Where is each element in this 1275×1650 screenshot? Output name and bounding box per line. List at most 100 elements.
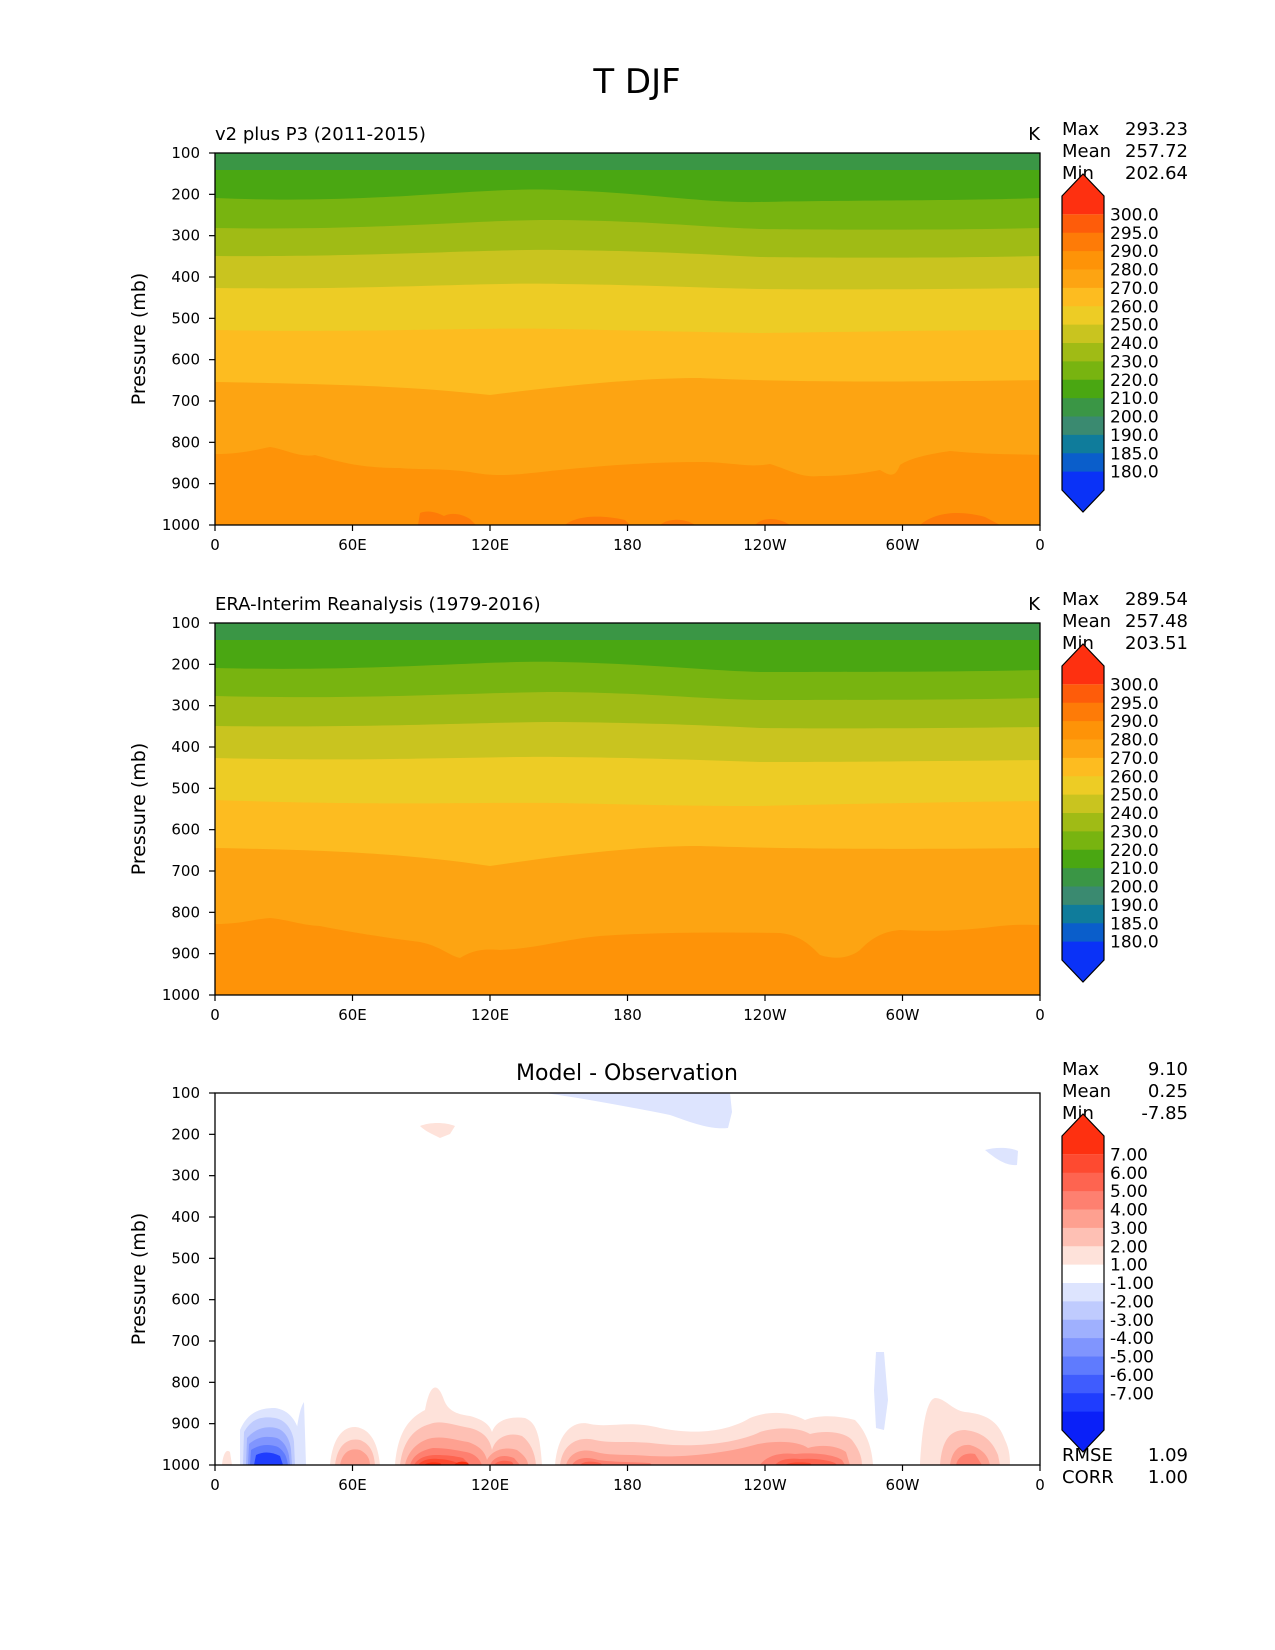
y-tick-label: 500 [171,1249,200,1267]
stat-corr-value: 1.00 [1148,1467,1188,1488]
colorbar-segment [1062,398,1104,417]
colorbar-segment [1062,684,1104,704]
colorbar-outline [1061,1113,1105,1453]
colorbar-segment [1062,287,1104,307]
colorbar-label: 220.0 [1110,371,1159,391]
y-tick-label: 300 [171,227,200,245]
x-axis: 0 60E 120E 180 120W 60W 0 [210,525,1045,554]
colorbar-segment [1062,324,1104,344]
y-tick-label: 600 [171,1291,200,1309]
y-tick-label: 200 [171,655,200,673]
colorbar-label: 185.0 [1110,914,1159,934]
colorbar-label: 220.0 [1110,841,1159,861]
colorbar-segment [1062,1227,1104,1247]
colorbar-label: 280.0 [1110,261,1159,281]
colorbar-segment [1062,1191,1104,1210]
x-tick-label: 180 [613,536,642,554]
colorbar-label: -7.00 [1110,1384,1154,1404]
panel-title: ERA-Interim Reanalysis (1979-2016) [215,594,541,615]
colorbar-outline [1061,173,1105,513]
colorbar-segment [1062,343,1104,362]
panel-title: v2 plus P3 (2011-2015) [215,124,426,145]
y-tick-label: 400 [171,1208,200,1226]
colorbar-label: 180.0 [1110,463,1159,483]
y-axis: 100 200 300 400 500 600 700 800 900 1000 [162,614,215,1004]
colorbar-segment [1062,1246,1104,1266]
colorbar-segment [1062,1338,1104,1357]
colorbar-segment [1062,453,1104,473]
stat-min-value: 202.64 [1125,163,1188,184]
colorbar-label: 270.0 [1110,279,1159,299]
colorbar-segment [1062,813,1104,832]
x-tick-label: 0 [1035,1006,1045,1024]
x-tick-label: 180 [613,1006,642,1024]
colorbar-segment [1062,232,1104,252]
colorbar-segment [1062,794,1104,814]
y-tick-label: 400 [171,268,200,286]
stat-max-label: Max [1062,1059,1100,1080]
y-tick-label: 900 [171,945,200,963]
colorbar-segment [1062,1264,1104,1284]
x-tick-label: 60E [338,536,367,554]
x-tick-label: 120W [743,536,787,554]
y-tick-label: 500 [171,779,200,797]
colorbar-label: 4.00 [1110,1201,1148,1221]
contour-band-fill [420,1123,455,1138]
x-tick-label: 0 [210,1006,220,1024]
colorbar-label: 260.0 [1110,767,1159,787]
stat-mean-label: Mean [1062,1081,1111,1102]
colorbar-label: 300.0 [1110,205,1159,225]
contour-band-fill [254,1452,283,1465]
contour-field [215,623,1040,995]
y-tick-label: 500 [171,309,200,327]
y-tick-label: 700 [171,392,200,410]
y-axis-label: Pressure (mb) [128,743,150,876]
colorbar-label: -5.00 [1110,1348,1154,1368]
colorbar-label: -6.00 [1110,1366,1154,1386]
colorbar: 300.0295.0290.0280.0270.0260.0250.0240.0… [1061,643,1159,983]
colorbar-segment [1062,1393,1104,1413]
y-tick-label: 200 [171,185,200,203]
y-tick-label: 200 [171,1125,200,1143]
y-tick-label: 1000 [162,1456,200,1474]
colorbar-label: 7.00 [1110,1145,1148,1165]
colorbar-label: 270.0 [1110,749,1159,769]
y-tick-label: 1000 [162,986,200,1004]
colorbar-segment [1062,868,1104,887]
y-tick-label: 600 [171,351,200,369]
colorbar-label: 230.0 [1110,822,1159,842]
x-tick-label: 0 [1035,536,1045,554]
x-tick-label: 120E [471,1476,509,1494]
stat-mean-value: 0.25 [1148,1081,1188,1102]
stats-block: Max 293.23 Mean 257.72 Min 202.64 [1062,119,1188,184]
y-tick-label: 900 [171,1415,200,1433]
colorbar-segment [1062,361,1104,381]
x-tick-label: 60E [338,1006,367,1024]
y-tick-label: 300 [171,697,200,715]
x-tick-label: 60W [886,1006,920,1024]
panel-difference: Model - Observation 0 60E 120E 180 120W 60W 0 [128,1059,1188,1494]
stat-max-value: 9.10 [1148,1059,1188,1080]
colorbar-segment [1062,849,1104,869]
y-axis: 100 200 300 400 500 600 700 800 900 1000 [162,144,215,534]
colorbar-segment [1062,174,1104,215]
x-tick-label: 180 [613,1476,642,1494]
x-tick-label: 0 [210,536,220,554]
stat-mean-label: Mean [1062,141,1111,162]
colorbar-segment [1062,434,1104,454]
y-tick-label: 700 [171,1332,200,1350]
contour-band-fill [215,447,1040,525]
panel-units: K [1028,124,1041,145]
x-tick-label: 60W [886,1476,920,1494]
panel-title: Model - Observation [516,1061,738,1086]
colorbar-segment [1062,1301,1104,1321]
stat-mean-value: 257.48 [1125,611,1188,632]
colorbar-segment [1062,269,1104,289]
colorbar-label: -2.00 [1110,1292,1154,1312]
colorbar-label: 295.0 [1110,694,1159,714]
colorbar-segment [1062,904,1104,924]
colorbar-segment [1062,886,1104,906]
colorbar-label: 230.0 [1110,352,1159,372]
colorbar-label: 290.0 [1110,242,1159,262]
